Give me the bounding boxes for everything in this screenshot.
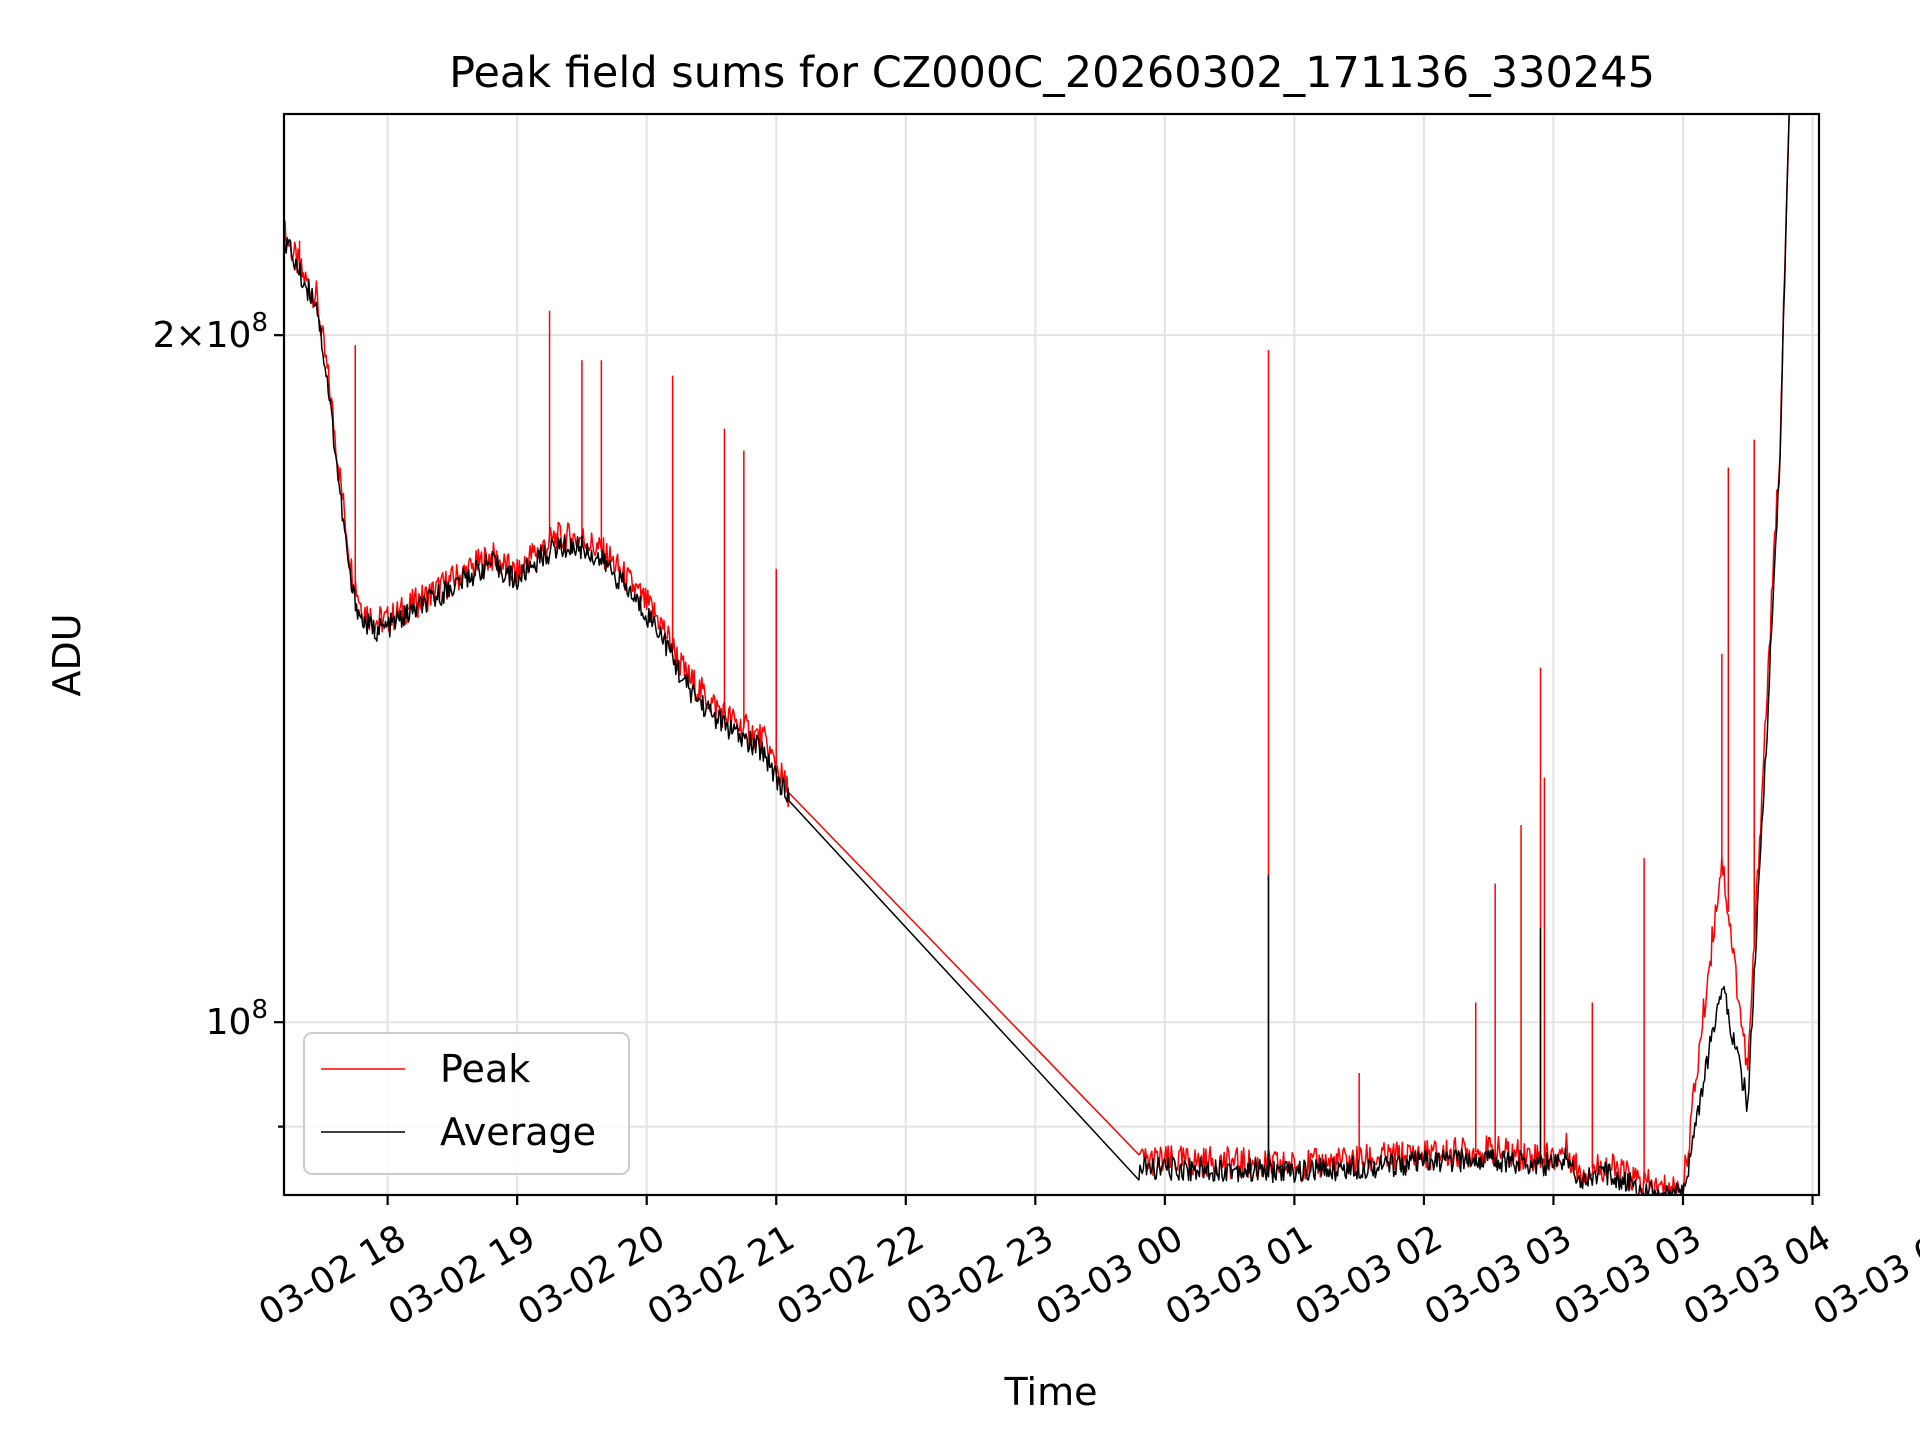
y-tick-label: 2×108 <box>153 308 268 356</box>
y-tick-label-base: 2×10 <box>153 315 252 356</box>
legend-average-label: Average <box>440 1110 596 1154</box>
y-tick-label-exponent: 8 <box>251 308 268 338</box>
chart-title: Peak field sums for CZ000C_20260302_1711… <box>449 48 1655 98</box>
grid-lines <box>284 114 1819 1195</box>
x-axis-label: Time <box>1004 1370 1098 1414</box>
series-lines <box>283 113 1790 1196</box>
y-tick-label-base: 10 <box>206 1002 252 1043</box>
legend: Peak Average <box>303 1032 630 1175</box>
plot-frame <box>282 112 1821 1197</box>
y-tick-label: 108 <box>206 995 268 1043</box>
y-tick-label-exponent: 8 <box>251 995 268 1025</box>
legend-peak-label: Peak <box>440 1047 530 1091</box>
series-average <box>283 113 1790 1196</box>
average-line <box>283 113 1790 1196</box>
y-axis-label: ADU <box>45 613 89 696</box>
